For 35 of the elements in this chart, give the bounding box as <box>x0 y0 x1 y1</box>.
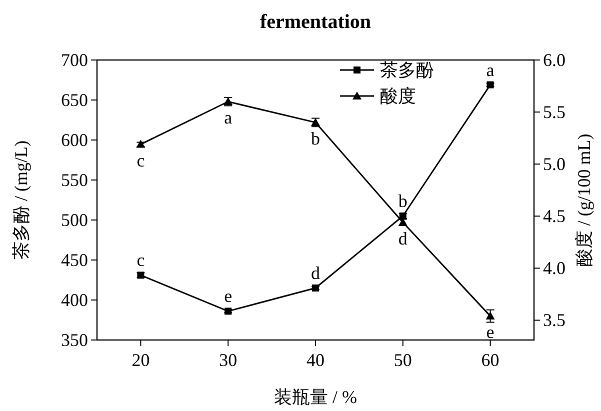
x-tick-label: 20 <box>132 350 150 370</box>
data-label: b <box>311 128 320 148</box>
data-label: e <box>224 286 232 306</box>
x-axis-title: 装瓶量 / % <box>274 387 357 407</box>
data-label: c <box>136 150 145 170</box>
x-tick-label: 40 <box>306 350 324 370</box>
legend-label: 茶多酚 <box>380 60 434 80</box>
x-tick-label: 60 <box>481 350 500 370</box>
data-label: b <box>398 191 408 211</box>
data-label: a <box>486 60 494 80</box>
y-tick-label: 650 <box>61 90 88 110</box>
y2-tick-label: 4.5 <box>543 206 566 226</box>
y-tick-label: 400 <box>61 290 88 310</box>
y-tick-label: 600 <box>61 130 88 150</box>
x-tick-label: 50 <box>394 350 412 370</box>
y-tick-label: 500 <box>61 210 88 230</box>
y-axis-title: 茶多酚 / (mg/L) <box>11 140 31 260</box>
x-tick-label: 30 <box>219 350 238 370</box>
data-label: c <box>136 250 145 270</box>
y2-axis-title: 酸度 / (g/100 mL) <box>574 134 594 266</box>
y-tick-label: 700 <box>61 50 88 70</box>
y-tick-label: 450 <box>61 250 88 270</box>
y2-tick-label: 3.5 <box>543 310 566 330</box>
y-tick-label: 350 <box>61 330 88 350</box>
y2-tick-label: 5.5 <box>543 102 566 122</box>
y2-tick-label: 6.0 <box>543 50 566 70</box>
data-label: e <box>486 322 494 342</box>
chart-title: fermentation <box>260 11 372 33</box>
data-label: d <box>311 263 320 283</box>
data-label: d <box>398 228 408 248</box>
data-label: a <box>224 108 232 128</box>
y2-tick-label: 4.0 <box>543 258 566 278</box>
y-tick-label: 550 <box>61 170 88 190</box>
legend-label: 酸度 <box>380 86 416 106</box>
y2-tick-label: 5.0 <box>543 154 566 174</box>
